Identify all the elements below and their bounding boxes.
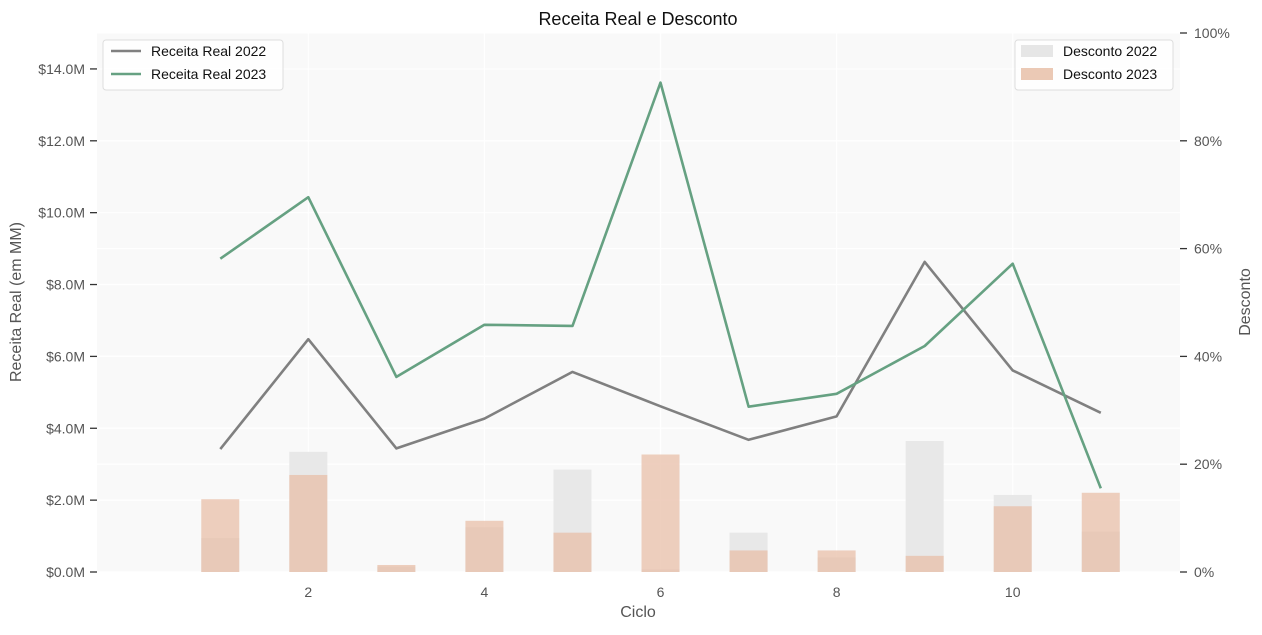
x-tick-label-1: 4 [481, 584, 489, 600]
y-right-tick-label-1: 20% [1194, 456, 1222, 472]
y-left-tick-label-7: $14.0M [38, 61, 85, 77]
legend-swatch-desconto-2023 [1021, 68, 1053, 80]
y-left-tick-label-3: $6.0M [46, 348, 85, 364]
axes: $0.0M $2.0M $4.0M $6.0M $8.0M $10.0M $12.0M $14… [38, 25, 1230, 600]
bar-desconto-2023-6 [641, 454, 680, 572]
x-tick-label-2: 6 [657, 584, 665, 600]
bar-desconto-2023-11 [1081, 492, 1120, 572]
legend-bars: Desconto 2022 Desconto 2023 [1014, 39, 1174, 91]
y-axis-right-label: Desconto [1237, 268, 1254, 336]
y-left-tick-label-2: $4.0M [46, 420, 85, 436]
legend-label-receita-2022: Receita Real 2022 [151, 43, 266, 59]
bar-desconto-2023-3 [377, 564, 416, 572]
x-tick-label-4: 10 [1005, 584, 1021, 600]
plot-background [97, 33, 1180, 572]
y-right-tick-label-5: 100% [1194, 25, 1230, 41]
bar-desconto-2023-2 [289, 474, 328, 572]
y-right-tick-label-3: 60% [1194, 241, 1222, 257]
chart-title: Receita Real e Desconto [538, 9, 737, 29]
bar-desconto-2022-9 [905, 441, 944, 572]
bars [201, 441, 1120, 572]
y-right-tick-label-2: 40% [1194, 348, 1222, 364]
legend-lines: Receita Real 2022 Receita Real 2023 [102, 39, 284, 91]
y-right-tick-label-0: 0% [1194, 564, 1214, 580]
y-axis-left-label: Receita Real (em MM) [8, 222, 25, 382]
x-tick-label-3: 8 [833, 584, 841, 600]
y-left-tick-label-5: $10.0M [38, 205, 85, 221]
line-receita-2022 [219, 260, 1102, 450]
legend-lines-frame [102, 39, 284, 91]
line-receita-2023 [219, 81, 1103, 489]
bar-desconto-2023-4 [465, 520, 504, 572]
y-left-tick-label-4: $8.0M [46, 277, 85, 293]
bar-desconto-2023-1 [201, 499, 240, 572]
x-tick-label-0: 2 [304, 584, 312, 600]
legend-label-desconto-2022: Desconto 2022 [1063, 43, 1157, 59]
y-right-tick-label-4: 80% [1194, 133, 1222, 149]
bar-desconto-2023-7 [729, 550, 768, 572]
bar-desconto-2023-5 [553, 532, 592, 572]
y-left-tick-label-1: $2.0M [46, 492, 85, 508]
lines [219, 81, 1103, 489]
x-axis-label: Ciclo [620, 604, 656, 621]
y-left-tick-label-0: $0.0M [46, 564, 85, 580]
legend-label-desconto-2023: Desconto 2023 [1063, 66, 1157, 82]
bar-desconto-2023-8 [817, 550, 856, 572]
y-left-tick-label-6: $12.0M [38, 133, 85, 149]
bar-desconto-2023-9 [905, 555, 944, 572]
bar-desconto-2023-10 [993, 506, 1032, 572]
legend-label-receita-2023: Receita Real 2023 [151, 66, 266, 82]
legend-bars-frame [1014, 39, 1174, 91]
legend-swatch-desconto-2022 [1021, 45, 1053, 57]
